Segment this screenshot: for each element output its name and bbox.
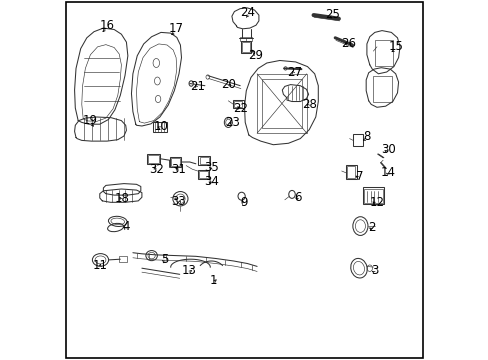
- Text: 32: 32: [148, 163, 163, 176]
- Text: 4: 4: [122, 220, 129, 233]
- Bar: [257, 74, 306, 133]
- Bar: [152, 122, 167, 132]
- Text: 23: 23: [225, 116, 240, 129]
- Text: 25: 25: [325, 8, 340, 21]
- Bar: [200, 157, 208, 164]
- Text: 21: 21: [190, 80, 205, 93]
- Bar: [232, 100, 244, 108]
- Bar: [146, 154, 160, 164]
- Text: 34: 34: [203, 175, 218, 188]
- Text: 10: 10: [153, 120, 168, 132]
- Text: 18: 18: [114, 192, 129, 205]
- Text: 9: 9: [240, 196, 247, 209]
- Bar: [242, 42, 249, 52]
- Bar: [363, 189, 382, 203]
- Bar: [234, 101, 242, 107]
- Bar: [373, 76, 391, 102]
- Text: 8: 8: [363, 130, 370, 143]
- Text: 19: 19: [83, 114, 98, 127]
- Text: 20: 20: [221, 78, 235, 91]
- Text: 28: 28: [301, 98, 316, 111]
- Bar: [374, 40, 392, 66]
- Bar: [346, 165, 356, 179]
- Text: 1: 1: [210, 274, 217, 287]
- Bar: [171, 158, 179, 166]
- Bar: [241, 41, 250, 53]
- Bar: [240, 37, 252, 41]
- Text: 22: 22: [233, 102, 248, 114]
- Text: 3: 3: [370, 264, 378, 277]
- Bar: [362, 187, 384, 204]
- Text: 7: 7: [355, 170, 363, 183]
- Text: 14: 14: [380, 166, 395, 179]
- Bar: [197, 170, 209, 179]
- Text: 30: 30: [380, 143, 395, 156]
- Text: 35: 35: [203, 161, 218, 174]
- Text: 17: 17: [168, 22, 183, 35]
- Text: 24: 24: [240, 6, 255, 19]
- Bar: [198, 156, 209, 165]
- Bar: [261, 79, 302, 128]
- Bar: [199, 171, 207, 178]
- Bar: [352, 134, 363, 146]
- Text: 31: 31: [171, 163, 186, 176]
- Text: 5: 5: [161, 253, 168, 266]
- Text: 29: 29: [247, 49, 262, 62]
- Text: 26: 26: [341, 37, 356, 50]
- Bar: [347, 166, 355, 178]
- Bar: [119, 256, 127, 262]
- Text: 13: 13: [181, 264, 196, 277]
- Text: 15: 15: [387, 40, 402, 53]
- Text: 16: 16: [99, 19, 114, 32]
- Bar: [148, 155, 159, 163]
- Text: 2: 2: [368, 221, 375, 234]
- Text: 27: 27: [286, 66, 301, 78]
- Text: 33: 33: [171, 195, 186, 208]
- Text: 11: 11: [92, 259, 107, 272]
- Text: 6: 6: [293, 191, 301, 204]
- Bar: [169, 157, 181, 167]
- Text: 12: 12: [369, 196, 384, 209]
